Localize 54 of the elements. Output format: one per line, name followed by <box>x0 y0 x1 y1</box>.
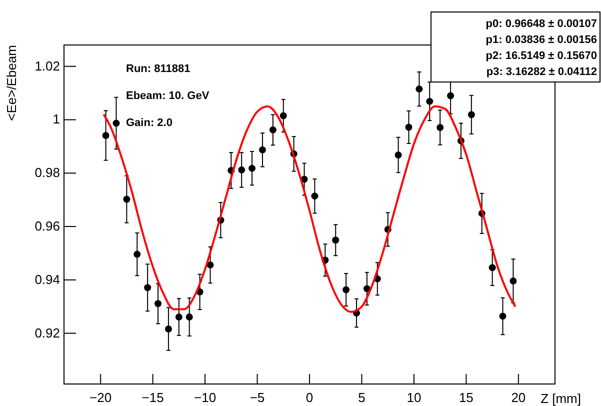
y-tick-label: 0.96 <box>34 218 60 234</box>
point <box>363 285 370 292</box>
point <box>206 261 214 268</box>
point <box>510 277 517 284</box>
point <box>175 314 182 320</box>
point <box>144 284 152 292</box>
line-series <box>102 105 516 313</box>
x-tick-label: 5 <box>358 390 366 405</box>
point <box>112 120 120 127</box>
point <box>311 192 318 200</box>
point <box>238 166 246 174</box>
text: p0: 0.96648 ± 0.00107 <box>486 18 597 30</box>
x-axis-title: Z [mm] <box>540 391 581 406</box>
x-tick-label: 20 <box>511 390 526 405</box>
annotation: Run: 811881 <box>126 63 190 75</box>
point <box>447 92 454 100</box>
y-tick-label: 1.02 <box>34 58 60 74</box>
annotation: Ebeam: 10. GeV <box>126 90 210 102</box>
point <box>468 111 475 118</box>
point <box>416 86 423 93</box>
point <box>342 286 350 294</box>
y-tick-label: 0.94 <box>34 272 60 287</box>
point <box>269 126 276 134</box>
x-tick-label: −5 <box>250 390 265 405</box>
point <box>436 124 444 131</box>
annotation: p1: 0.03836 ± 0.00156 <box>486 34 597 46</box>
x-tick-label: −15 <box>142 390 164 405</box>
point <box>258 146 266 154</box>
annotation: p2: 16.5149 ± 0.15670 <box>486 50 597 62</box>
y-axis-title: <Ee>/Ebeam <box>4 45 19 121</box>
point <box>394 151 402 158</box>
y-tick-label: 1 <box>52 112 60 127</box>
y-tick-label: 0.92 <box>34 325 60 340</box>
point <box>154 300 162 308</box>
point <box>488 264 496 272</box>
point <box>405 124 412 131</box>
annotation: p3: 3.16282 ± 0.04112 <box>486 66 597 78</box>
x-tick-label: −20 <box>90 390 112 405</box>
point <box>186 314 193 320</box>
point <box>164 326 172 333</box>
y-tick-label: 0.98 <box>34 165 60 180</box>
point <box>332 236 340 244</box>
point <box>426 98 434 105</box>
annotation: Gain: 2.0 <box>126 117 172 129</box>
x-tick-label: −10 <box>194 390 216 405</box>
point <box>248 164 256 172</box>
x-tick-label: 15 <box>458 390 474 405</box>
point <box>280 112 287 120</box>
point <box>102 132 110 139</box>
point <box>123 196 130 203</box>
point <box>499 312 506 320</box>
point <box>134 250 141 258</box>
x-tick-label: 10 <box>406 390 422 405</box>
x-tick-label: 0 <box>306 390 314 405</box>
